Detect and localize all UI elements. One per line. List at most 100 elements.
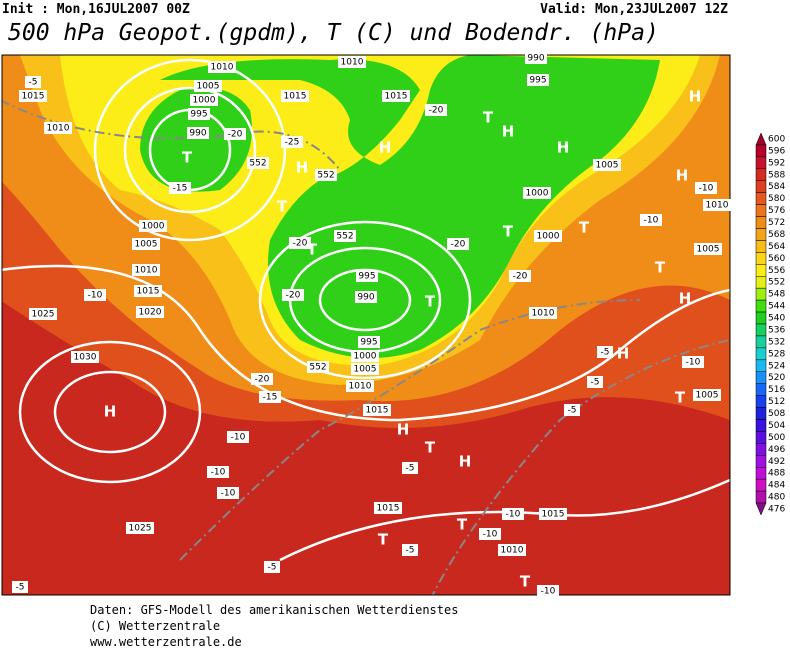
colorbar-swatch	[755, 323, 767, 337]
label-box	[44, 122, 72, 134]
colorbar-label: 580	[768, 194, 785, 204]
colorbar-label: 568	[768, 230, 785, 240]
label-box	[217, 487, 239, 499]
contour-label: 1010	[341, 58, 364, 68]
contour-label: -10	[483, 530, 498, 540]
label-box	[682, 356, 704, 368]
pressure-center: T	[579, 219, 590, 237]
label-box	[12, 581, 28, 593]
colorbar: 600 596 592 588 584 580 576 572 568 564 560 556 552 5…	[755, 132, 785, 516]
colorbar-label: 572	[768, 218, 785, 228]
contour-label: -10	[541, 587, 556, 597]
pressure-center: T	[425, 439, 436, 457]
label-box	[134, 285, 162, 297]
label-box	[402, 462, 418, 474]
pressure-center: T	[378, 531, 389, 549]
colorbar-swatch	[755, 299, 767, 313]
label-box	[264, 561, 280, 573]
label-box	[703, 199, 731, 211]
colorbar-swatch	[755, 192, 767, 205]
colorbar-label: 588	[768, 170, 785, 180]
pressure-center: T	[307, 241, 318, 259]
contour-label: -5	[568, 406, 577, 416]
contour-label: -10	[686, 358, 701, 368]
colorbar-swatch	[755, 371, 767, 384]
contour-label: 1000	[537, 232, 560, 242]
label-box	[447, 238, 469, 250]
pressure-center: H	[676, 167, 689, 185]
colorbar-label: 540	[768, 314, 785, 324]
contour-label: 1020	[139, 308, 162, 318]
contour-label: -5	[406, 464, 415, 474]
pressure-center: H	[104, 403, 117, 421]
contour-label: 1005	[697, 245, 720, 255]
colorbar-label: 528	[768, 349, 785, 359]
label-box	[694, 243, 722, 255]
label-box	[523, 187, 551, 199]
label-box	[587, 376, 603, 388]
colorbar-label: 476	[768, 505, 785, 515]
contour-label: 1015	[137, 287, 160, 297]
label-box	[402, 544, 418, 556]
title: 500 hPa Geopot.(gpdm), T (C) und Bodendr…	[8, 20, 659, 46]
contour-label: -5	[268, 563, 277, 573]
colorbar-label: 484	[768, 481, 785, 491]
label-box	[358, 336, 380, 348]
colorbar-swatch	[755, 478, 767, 492]
label-box	[640, 214, 662, 226]
colorbar-label: 596	[768, 146, 785, 156]
contour-label: 995	[360, 338, 377, 348]
label-box	[29, 308, 57, 320]
label-box	[247, 157, 269, 169]
contour-label: -10	[88, 291, 103, 301]
contour-label: -10	[506, 510, 521, 520]
contour-label: 995	[358, 272, 375, 282]
contour-label: 1005	[354, 365, 377, 375]
contour-label: 1030	[74, 353, 97, 363]
contour-label: 1005	[135, 240, 158, 250]
pressure-center: T	[655, 259, 666, 277]
colorbar-swatch	[755, 347, 767, 361]
label-box	[382, 90, 410, 102]
colorbar-label: 556	[768, 266, 785, 276]
contour-label: 1005	[696, 391, 719, 401]
label-box	[84, 289, 106, 301]
label-box	[527, 74, 549, 86]
label-box	[188, 108, 210, 120]
label-box	[315, 169, 337, 181]
contour-label: -5	[591, 378, 600, 388]
colorbar-swatch	[755, 144, 767, 158]
label-box	[136, 306, 164, 318]
temperature-zone	[140, 55, 660, 358]
contour-label: -20	[286, 291, 301, 301]
label-box	[169, 182, 191, 194]
pressure-center: T	[503, 223, 514, 241]
label-box	[425, 104, 447, 116]
colorbar-swatch	[755, 455, 767, 468]
label-box	[187, 127, 209, 139]
contour-label: 1000	[354, 352, 377, 362]
pressure-center: H	[459, 453, 472, 471]
label-box	[363, 404, 391, 416]
colorbar-label: 536	[768, 325, 785, 335]
pressure-center: H	[296, 159, 309, 177]
colorbar-label: 504	[768, 421, 785, 431]
colorbar-label: 488	[768, 469, 785, 479]
colorbar-swatch	[755, 204, 767, 217]
label-box	[593, 159, 621, 171]
colorbar-label: 524	[768, 361, 785, 371]
label-box	[307, 361, 329, 373]
label-box	[529, 307, 557, 319]
contour-label: 1015	[366, 406, 389, 416]
contour-label: 552	[249, 159, 266, 169]
map-frame	[1, 54, 731, 596]
label-box	[351, 363, 379, 375]
colorbar-swatch	[755, 383, 767, 396]
label-box	[25, 76, 41, 88]
contour-label: 1005	[197, 82, 220, 92]
contour-label: 990	[357, 293, 374, 303]
contour-label: 1015	[284, 92, 307, 102]
footer-line: (C) Wetterzentrale	[90, 619, 220, 633]
label-box	[334, 230, 356, 242]
